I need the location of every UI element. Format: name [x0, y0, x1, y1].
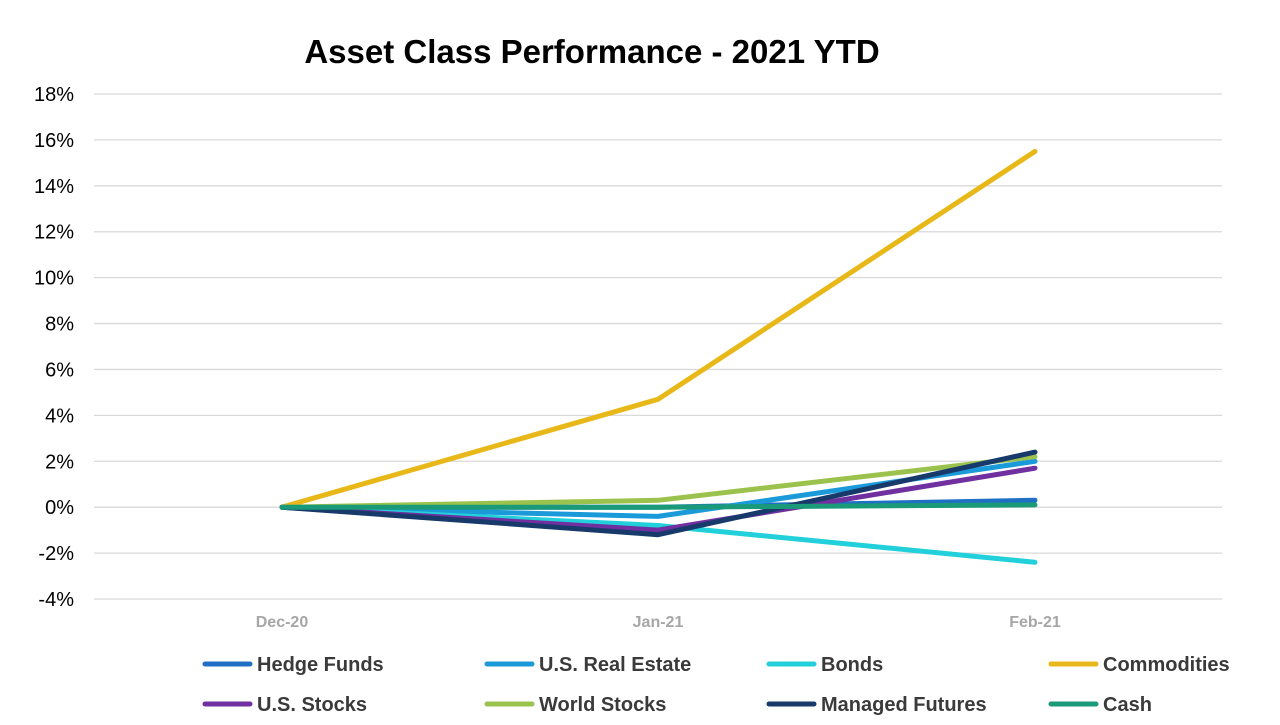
y-tick-label: 6%	[45, 359, 74, 381]
x-tick-label: Feb-21	[1009, 614, 1061, 631]
legend-label: Cash	[1103, 694, 1152, 716]
legend-label: Commodities	[1103, 654, 1230, 676]
legend-label: U.S. Stocks	[257, 694, 367, 716]
series-line	[279, 449, 1038, 538]
series-lines	[279, 148, 1038, 565]
y-axis-ticks: 18% 16% 14% 12% 10% 8% 6% 4% 2% 0% -2% -4%	[34, 84, 74, 611]
y-tick-label: -2%	[38, 543, 74, 565]
x-axis-ticks: Dec-20 Jan-21 Feb-21	[256, 614, 1061, 631]
y-tick-label: 8%	[45, 314, 74, 336]
y-tick-label: 18%	[34, 84, 74, 106]
y-tick-label: 16%	[34, 130, 74, 152]
series-line	[279, 502, 1038, 510]
legend: Hedge Funds U.S. Real Estate Bonds Commodit…	[202, 654, 1230, 716]
legend-label: Managed Futures	[821, 694, 987, 716]
y-tick-label: -4%	[38, 589, 74, 611]
y-tick-label: 0%	[45, 497, 74, 519]
y-tick-label: 12%	[34, 222, 74, 244]
legend-label: Bonds	[821, 654, 883, 676]
legend-label: World Stocks	[539, 694, 666, 716]
legend-label: Hedge Funds	[257, 654, 384, 676]
y-tick-label: 4%	[45, 405, 74, 427]
chart-title: Asset Class Performance - 2021 YTD	[304, 33, 879, 70]
x-tick-label: Jan-21	[633, 614, 684, 631]
y-tick-label: 14%	[34, 176, 74, 198]
series-line	[279, 148, 1038, 510]
y-tick-label: 10%	[34, 268, 74, 290]
y-tick-label: 2%	[45, 451, 74, 473]
series-line	[279, 454, 1038, 510]
x-tick-label: Dec-20	[256, 614, 309, 631]
legend-label: U.S. Real Estate	[539, 654, 691, 676]
